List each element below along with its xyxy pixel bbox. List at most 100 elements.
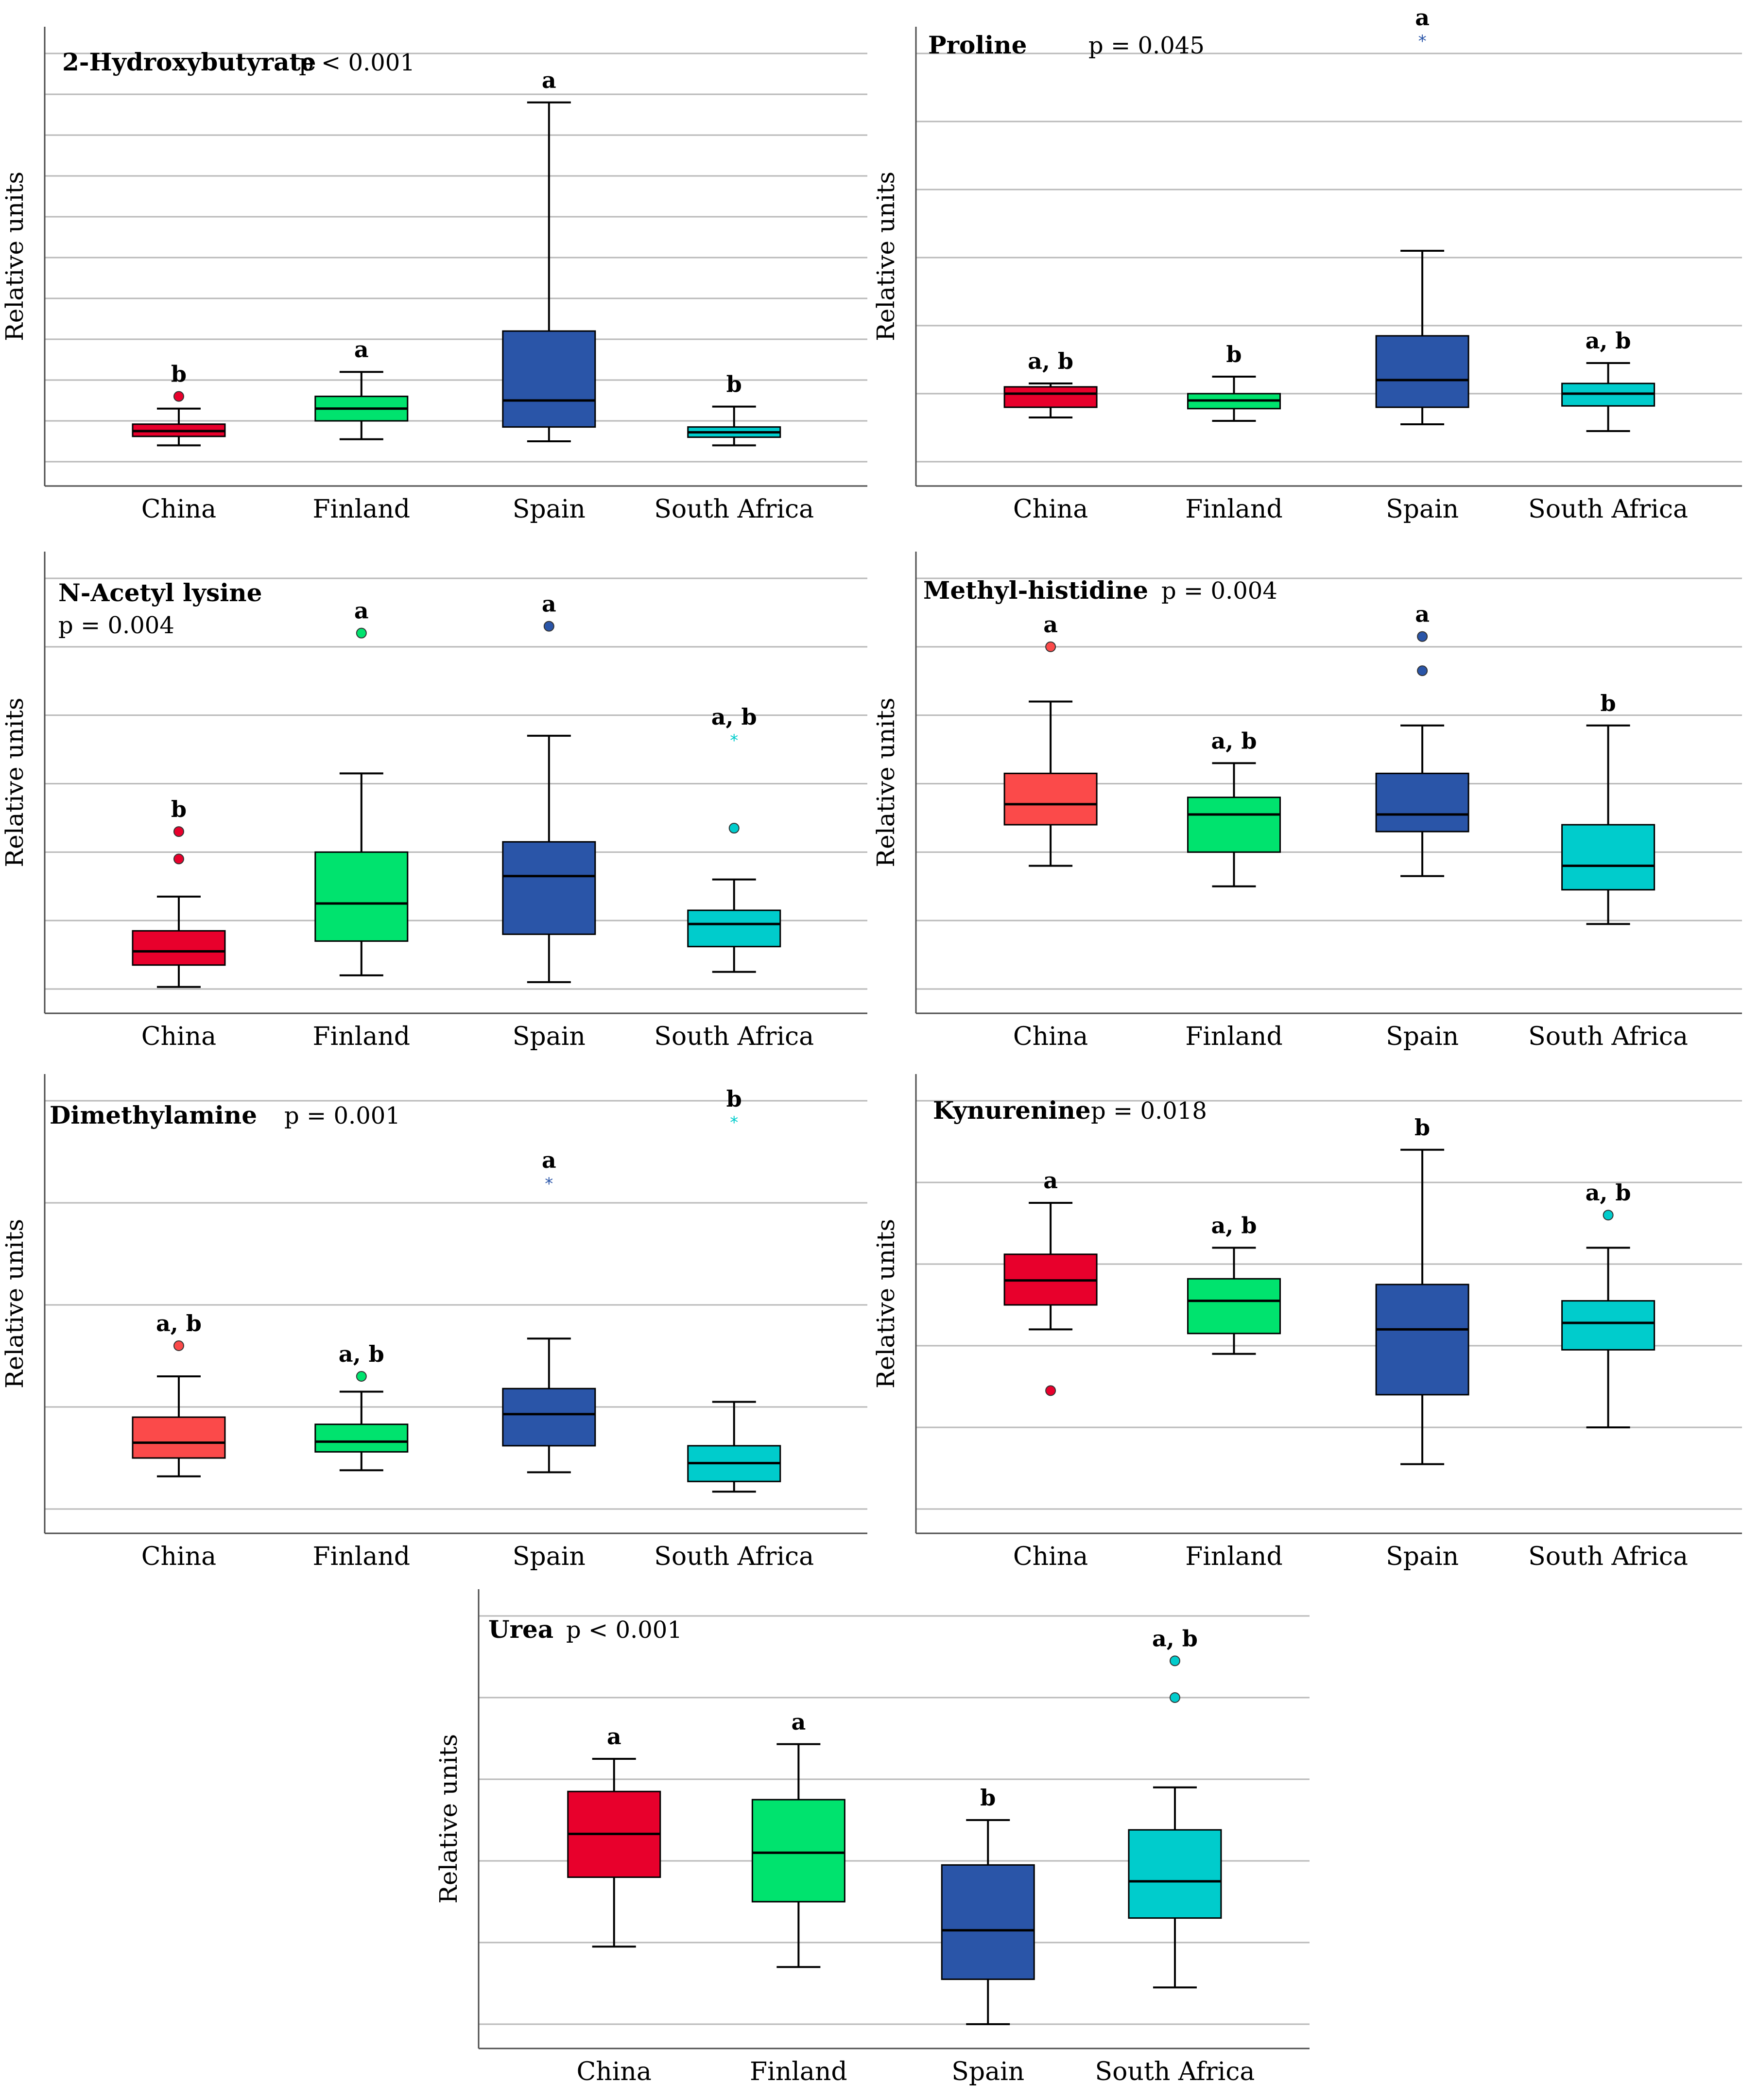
outlier-point bbox=[173, 826, 184, 837]
box-spain: a Spain bbox=[502, 67, 596, 524]
x-tick-label: Spain bbox=[951, 2057, 1024, 2086]
x-tick-label: Finland bbox=[1185, 1542, 1283, 1571]
box-iqr bbox=[687, 909, 781, 948]
box-finland: a Finland bbox=[312, 336, 410, 524]
box-finland: a, b Finland bbox=[312, 1341, 410, 1571]
outlier-point bbox=[356, 1371, 367, 1382]
outlier-point bbox=[173, 391, 184, 402]
panel-n-acetyl-lysine: N-Acetyl lysine p = 0.004 Relative units b C… bbox=[0, 552, 867, 1051]
significance-letter: a, b bbox=[1152, 1625, 1198, 1651]
significance-letter: a bbox=[1043, 611, 1058, 638]
box-finland: a Finland bbox=[312, 598, 410, 1051]
box-finland: a, b Finland bbox=[1185, 1212, 1283, 1571]
outlier-star: * bbox=[1418, 32, 1427, 51]
box-china: b China bbox=[132, 361, 226, 524]
outlier-star: * bbox=[730, 1113, 738, 1132]
box-china: a China bbox=[567, 1723, 661, 2086]
box-iqr bbox=[1375, 335, 1469, 408]
box-spain: a Spain bbox=[1375, 601, 1469, 1051]
panel-title: Proline bbox=[928, 31, 1027, 59]
significance-letter: a bbox=[354, 598, 369, 624]
y-axis-label: Relative units bbox=[0, 172, 29, 341]
x-tick-label: Finland bbox=[312, 495, 410, 524]
p-value: p < 0.001 bbox=[299, 49, 415, 76]
x-tick-label: South Africa bbox=[1528, 495, 1688, 524]
significance-letter: b bbox=[1414, 1114, 1430, 1141]
box-iqr bbox=[1187, 1278, 1281, 1335]
y-axis-label: Relative units bbox=[872, 698, 900, 868]
outlier-point bbox=[1417, 665, 1428, 677]
box-china: a, b China bbox=[132, 1310, 226, 1571]
y-axis-label: Relative units bbox=[0, 1219, 29, 1388]
x-tick-label: South Africa bbox=[654, 1022, 814, 1051]
panel-dimethylamine: Dimethylamine p = 0.001 Relative units a, b… bbox=[0, 1074, 867, 1571]
outlier-point bbox=[728, 823, 740, 834]
significance-letter: a bbox=[542, 591, 556, 617]
box-spain: b Spain bbox=[941, 1785, 1035, 2086]
significance-letter: a bbox=[1415, 4, 1430, 31]
x-tick-label: South Africa bbox=[1095, 2057, 1255, 2086]
significance-letter: b bbox=[726, 1086, 742, 1112]
box-south-africa: *b South Africa bbox=[654, 1086, 814, 1571]
y-axis-label: Relative units bbox=[872, 1219, 900, 1388]
p-value: p = 0.001 bbox=[284, 1102, 400, 1129]
panel-urea: Urea p < 0.001 Relative units a China a Finlan… bbox=[434, 1589, 1310, 2086]
box-iqr bbox=[1003, 772, 1098, 826]
x-tick-label: Finland bbox=[1185, 495, 1283, 524]
y-axis-label: Relative units bbox=[0, 698, 29, 868]
box-south-africa: b South Africa bbox=[654, 371, 814, 524]
p-value: p = 0.004 bbox=[1161, 577, 1277, 605]
box-iqr bbox=[132, 930, 226, 966]
outlier-star: * bbox=[730, 731, 738, 750]
x-tick-label: Spain bbox=[513, 1022, 586, 1051]
x-tick-label: Spain bbox=[513, 1542, 586, 1571]
box-iqr bbox=[502, 841, 596, 935]
x-tick-label: China bbox=[1013, 1542, 1088, 1571]
p-value: p = 0.004 bbox=[58, 612, 174, 639]
x-tick-label: South Africa bbox=[654, 1542, 814, 1571]
significance-letter: b bbox=[171, 361, 187, 387]
significance-letter: a, b bbox=[1028, 348, 1073, 374]
significance-letter: a bbox=[791, 1709, 806, 1735]
outlier-point bbox=[356, 627, 367, 639]
box-finland: a Finland bbox=[750, 1709, 847, 2086]
panel-title: 2-Hydroxybutyrate bbox=[62, 48, 316, 76]
box-iqr bbox=[941, 1864, 1035, 1980]
box-finland: b Finland bbox=[1185, 341, 1283, 524]
box-iqr bbox=[314, 1423, 409, 1453]
y-axis-label: Relative units bbox=[872, 172, 900, 341]
box-iqr bbox=[1187, 797, 1281, 853]
outlier-point bbox=[1169, 1655, 1180, 1666]
box-iqr bbox=[502, 330, 596, 428]
box-iqr bbox=[502, 1388, 596, 1447]
significance-letter: a, b bbox=[1586, 328, 1631, 354]
box-iqr bbox=[314, 851, 409, 942]
box-iqr bbox=[1375, 1284, 1469, 1396]
x-tick-label: South Africa bbox=[1528, 1542, 1688, 1571]
box-iqr bbox=[1561, 824, 1656, 891]
p-value: p = 0.018 bbox=[1091, 1097, 1207, 1125]
box-spain: *a Spain bbox=[1375, 4, 1469, 524]
significance-letter: a bbox=[542, 1147, 556, 1173]
panel-proline: Proline p = 0.045 Relative units a, b China b… bbox=[872, 4, 1742, 524]
x-tick-label: Finland bbox=[312, 1542, 410, 1571]
panel-title: Kynurenine bbox=[933, 1096, 1091, 1125]
panel-title: Methyl-histidine bbox=[923, 576, 1148, 605]
box-china: a, b China bbox=[1003, 348, 1098, 524]
x-tick-label: Spain bbox=[1386, 1022, 1459, 1051]
panel-methyl-histidine: Methyl-histidine p = 0.004 Relative units a… bbox=[872, 552, 1742, 1051]
box-iqr bbox=[751, 1799, 845, 1903]
x-tick-label: Spain bbox=[1386, 1542, 1459, 1571]
significance-letter: a bbox=[607, 1723, 621, 1750]
x-tick-label: South Africa bbox=[654, 495, 814, 524]
box-iqr bbox=[1561, 1300, 1656, 1351]
y-axis-label: Relative units bbox=[434, 1734, 463, 1904]
significance-letter: a bbox=[542, 67, 556, 93]
outlier-point bbox=[1603, 1210, 1614, 1221]
significance-letter: a, b bbox=[711, 704, 757, 730]
x-tick-label: China bbox=[141, 1542, 216, 1571]
box-iqr bbox=[1003, 386, 1098, 408]
